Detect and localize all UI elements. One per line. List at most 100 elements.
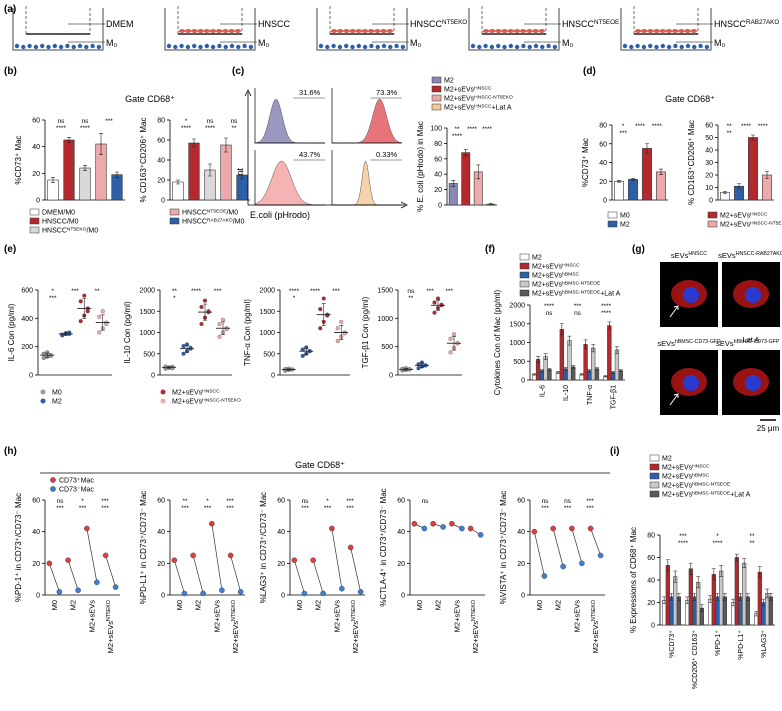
pair-line: [552, 528, 564, 567]
point: [318, 326, 323, 331]
error-bar: [286, 368, 291, 371]
tumor-cell: [343, 29, 350, 33]
point: [206, 309, 211, 314]
macrophage: [540, 44, 545, 50]
point: [224, 327, 229, 332]
error-bar: [607, 321, 612, 330]
significance: ****: [289, 288, 300, 295]
significance: ***: [49, 295, 57, 302]
error-bar: [676, 593, 681, 601]
point: [41, 351, 46, 356]
condition-label: HNSCC: [258, 19, 291, 29]
tumor-cell: [374, 29, 381, 33]
macrophage: [192, 43, 197, 49]
point: [459, 525, 465, 532]
legend-swatch: [649, 490, 660, 498]
gate-title: Gate CD68⁺: [295, 460, 345, 470]
panel-label: (f): [485, 244, 495, 255]
y-axis-label: % CD163⁺CD206⁺ Mac: [687, 120, 696, 205]
error-bar: [476, 164, 481, 180]
point: [430, 520, 436, 527]
y-axis-label: %PD-1⁺ in CD73⁺/CD73⁻ Mac: [14, 493, 23, 602]
text-part: M2+sEVs: [444, 87, 475, 94]
legend-swatch: [431, 76, 442, 84]
point: [171, 557, 178, 563]
point: [339, 585, 345, 592]
bar: [571, 366, 576, 381]
legend-label: M2+sEVshBMSC: [532, 271, 579, 280]
point: [347, 544, 354, 551]
superscript: hBMSC: [692, 472, 709, 478]
error-bar: [692, 593, 697, 601]
bar: [738, 596, 743, 626]
significance: ***: [564, 505, 572, 512]
legend-label: M2+sEVsHNSCC: [662, 463, 710, 472]
tumor-cell: [203, 29, 210, 33]
y-tick-label: 50: [705, 135, 713, 142]
tumor-cell: [209, 29, 217, 33]
significance: ***: [204, 505, 212, 512]
histogram-axes: [254, 88, 325, 144]
tumor-cell: [228, 29, 235, 33]
superscript: HNSCC: [688, 251, 707, 257]
legend-swatch: [649, 481, 660, 489]
pair-line: [49, 563, 60, 592]
point: [60, 332, 65, 337]
macrophage: [546, 43, 551, 49]
significance: **: [182, 498, 188, 505]
significance: ***: [332, 288, 340, 295]
macrophage: [27, 43, 32, 49]
significance: ns: [422, 498, 430, 505]
bar: [614, 349, 620, 381]
macrophage: [673, 43, 678, 49]
panel-label: (b): [4, 66, 17, 77]
y-tick-label: 40: [32, 144, 40, 151]
significance: *: [622, 123, 625, 130]
error-bar: [738, 593, 743, 601]
error-bar: [536, 356, 541, 363]
text-part: M2+sEVs: [444, 96, 475, 103]
macrophage: [331, 43, 336, 49]
superscript: HNSCC: [474, 103, 492, 109]
significance: **: [727, 130, 733, 137]
y-tick-label: 100: [430, 126, 442, 133]
point: [112, 584, 119, 590]
y-tick-label: 500: [513, 359, 525, 366]
legend-label: HNSCCNT5EOE/M0: [182, 208, 238, 217]
condition-label: HNSCCNT5EOE: [562, 19, 619, 30]
x-tick-label: %LAG3⁺: [761, 630, 768, 658]
tumor-cell: [690, 29, 697, 33]
bar: [583, 344, 588, 381]
macrophage: [84, 44, 89, 50]
bar: [172, 181, 184, 201]
significance: ***: [679, 533, 687, 540]
significance: ****: [482, 126, 493, 133]
error-bar: [737, 183, 741, 190]
nucleus: [683, 287, 699, 303]
x-tick-label: %PD-L1⁺: [738, 630, 745, 660]
tumor-cell: [672, 29, 679, 33]
dish: [164, 8, 256, 51]
error-bar: [587, 369, 592, 373]
error-bar: [452, 336, 456, 351]
point: [75, 587, 81, 594]
legend-label: HNSCCNT5EKO/M0: [42, 226, 98, 235]
macrophage: [90, 43, 95, 49]
tumor-cell: [234, 29, 241, 33]
point: [217, 334, 222, 339]
point: [318, 307, 323, 312]
point: [339, 319, 344, 324]
point: [209, 520, 215, 527]
macrophage: [166, 43, 172, 49]
error-bar: [765, 170, 769, 180]
text-part: M2+sEVs: [662, 474, 693, 481]
text-part: M2+sEVs: [532, 264, 563, 271]
y-tick-label: 60: [599, 141, 607, 148]
x-tick-label: M2+sEVsNT5EKO: [106, 600, 115, 653]
legend-swatch: [169, 217, 180, 225]
superscript: NT5EKO: [106, 600, 112, 621]
point: [357, 589, 364, 595]
bar: [662, 600, 667, 626]
pair-line: [105, 555, 116, 588]
macrophage: [71, 44, 76, 50]
